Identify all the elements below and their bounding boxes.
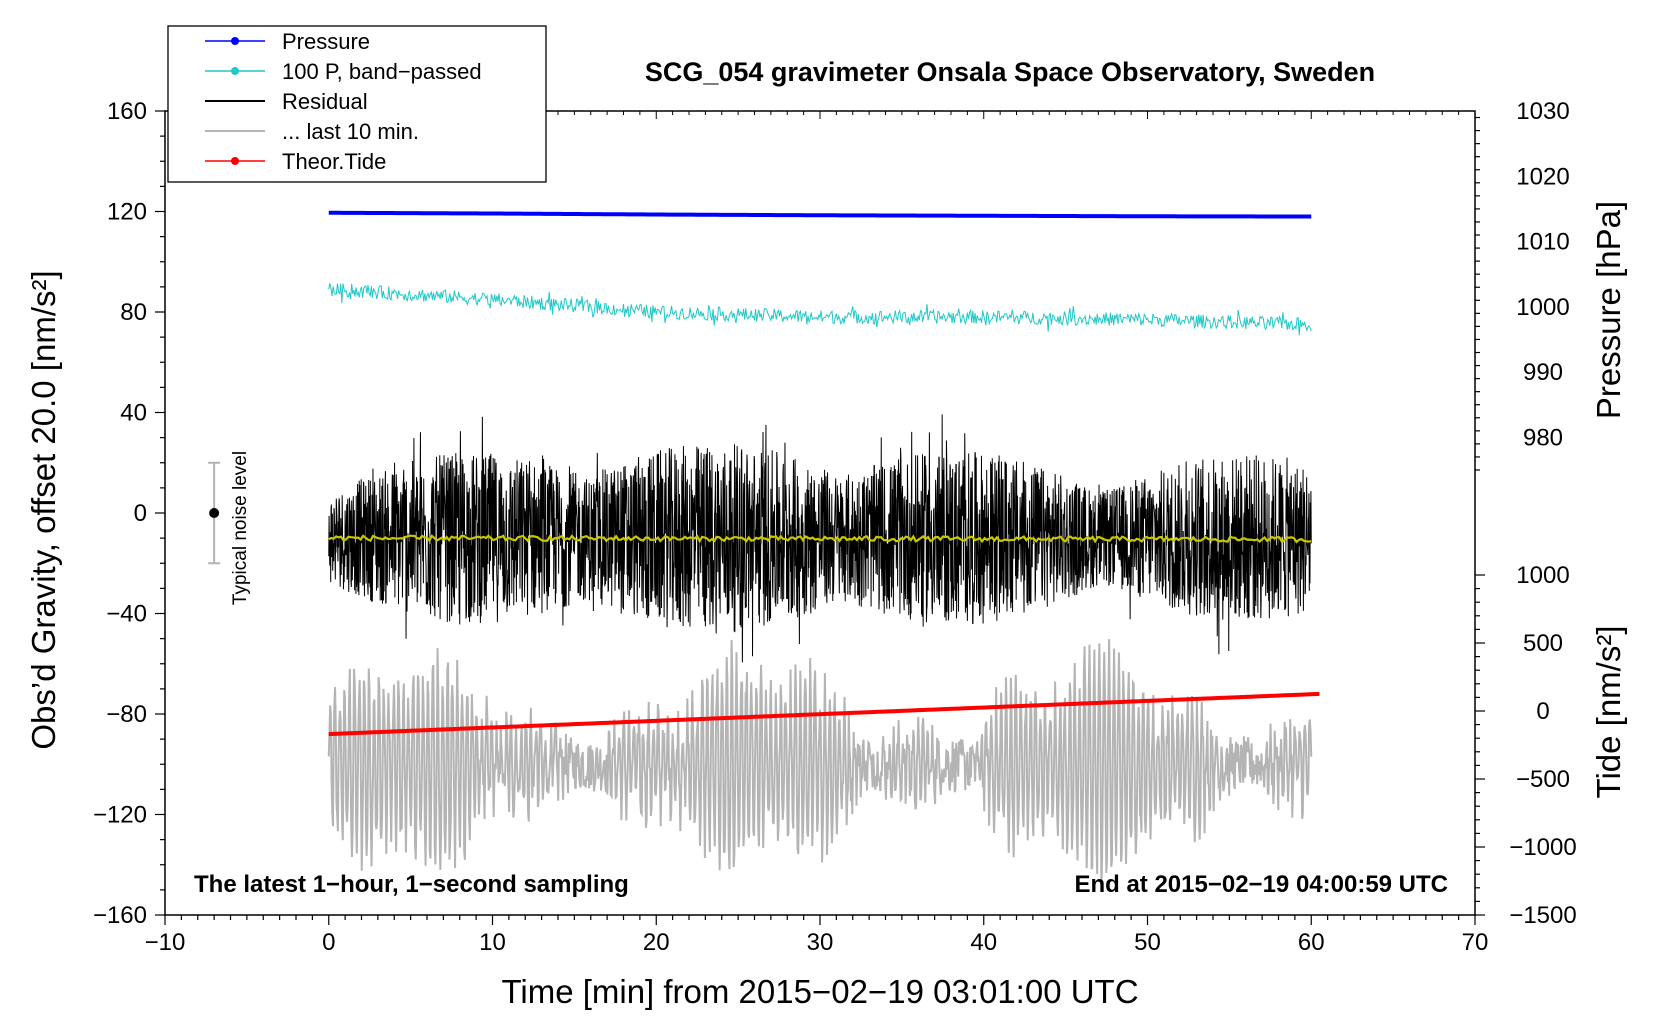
- tide-tick-label: −500: [1516, 766, 1570, 793]
- y-tick-label: −120: [93, 802, 147, 829]
- x-tick-label: 10: [479, 929, 506, 956]
- y-tick-label: −40: [106, 601, 147, 628]
- legend-box: [167, 25, 547, 183]
- tide-tick-label: −1500: [1509, 902, 1576, 929]
- noise-level-label: Typical noise level: [230, 451, 251, 605]
- y-tick-label: 40: [120, 400, 147, 427]
- y-tick-label: 0: [134, 500, 147, 527]
- series-last-10-min: [327, 639, 1313, 889]
- legend-label-last10: ... last 10 min.: [282, 119, 419, 144]
- tide-tick-label: 500: [1523, 630, 1563, 657]
- legend-marker-pressure: [231, 37, 239, 45]
- y-axis-label-tide: Tide [nm/s²]: [1590, 626, 1627, 799]
- series-bandpassed-pressure: [328, 283, 1312, 336]
- series-pressure: [328, 210, 1312, 219]
- x-tick-label: 40: [970, 929, 997, 956]
- legend-label-pressure: Pressure: [282, 29, 370, 54]
- legend-label-residual: Residual: [282, 89, 368, 114]
- y-axis-label-left: Obs’d Gravity, offset 20.0 [nm/s²]: [25, 270, 62, 749]
- tick-layer: −10 0 10 20 30 40 50 60 7016012080400−40−80−120−…: [93, 98, 1577, 956]
- y-tick-label: −80: [106, 701, 147, 728]
- noise-bar-center: [209, 508, 220, 518]
- y-axis-label-pressure: Pressure [hPa]: [1590, 201, 1627, 419]
- legend-marker-tide: [231, 157, 239, 165]
- pressure-tick-label: 1030: [1516, 98, 1569, 125]
- pressure-tick-label: 1000: [1516, 294, 1569, 321]
- x-tick-label: 60: [1298, 929, 1325, 956]
- x-tick-label: 30: [807, 929, 834, 956]
- pressure-tick-label: 1020: [1516, 163, 1569, 190]
- tide-tick-label: −1000: [1509, 834, 1576, 861]
- legend-marker-bandpassed: [231, 67, 239, 75]
- pressure-tick-label: 980: [1523, 424, 1563, 451]
- annotation-latest-hour: The latest 1−hour, 1−second sampling: [194, 871, 629, 898]
- x-axis-label: Time [min] from 2015−02−19 03:01:00 UTC: [501, 973, 1138, 1010]
- legend-label-bandpassed: 100 P, band−passed: [282, 59, 482, 84]
- legend-label-tide: Theor.Tide: [282, 149, 386, 174]
- series-residual-smoothed: [328, 534, 1312, 544]
- x-tick-label: 70: [1462, 929, 1489, 956]
- x-tick-label: 0: [322, 929, 335, 956]
- tide-tick-label: 0: [1536, 698, 1549, 725]
- pressure-tick-label: 990: [1523, 359, 1563, 386]
- y-tick-label: 120: [107, 199, 147, 226]
- annotation-end-time: End at 2015−02−19 04:00:59 UTC: [1074, 871, 1448, 898]
- y-tick-label: 80: [120, 299, 147, 326]
- tide-tick-label: 1000: [1516, 562, 1569, 589]
- series-residual: [328, 414, 1312, 663]
- x-tick-label: −10: [145, 929, 186, 956]
- y-tick-label: −160: [93, 902, 147, 929]
- x-tick-label: 50: [1134, 929, 1161, 956]
- chart-title: SCG_054 gravimeter Onsala Space Observat…: [645, 57, 1375, 87]
- y-tick-label: 160: [107, 98, 147, 125]
- series-layer: [327, 210, 1320, 889]
- series-theor-tide: [328, 691, 1320, 737]
- legend: Pressure 100 P, band−passed Residual ...…: [167, 25, 547, 183]
- x-tick-label: 20: [643, 929, 670, 956]
- pressure-tick-label: 1010: [1516, 229, 1569, 256]
